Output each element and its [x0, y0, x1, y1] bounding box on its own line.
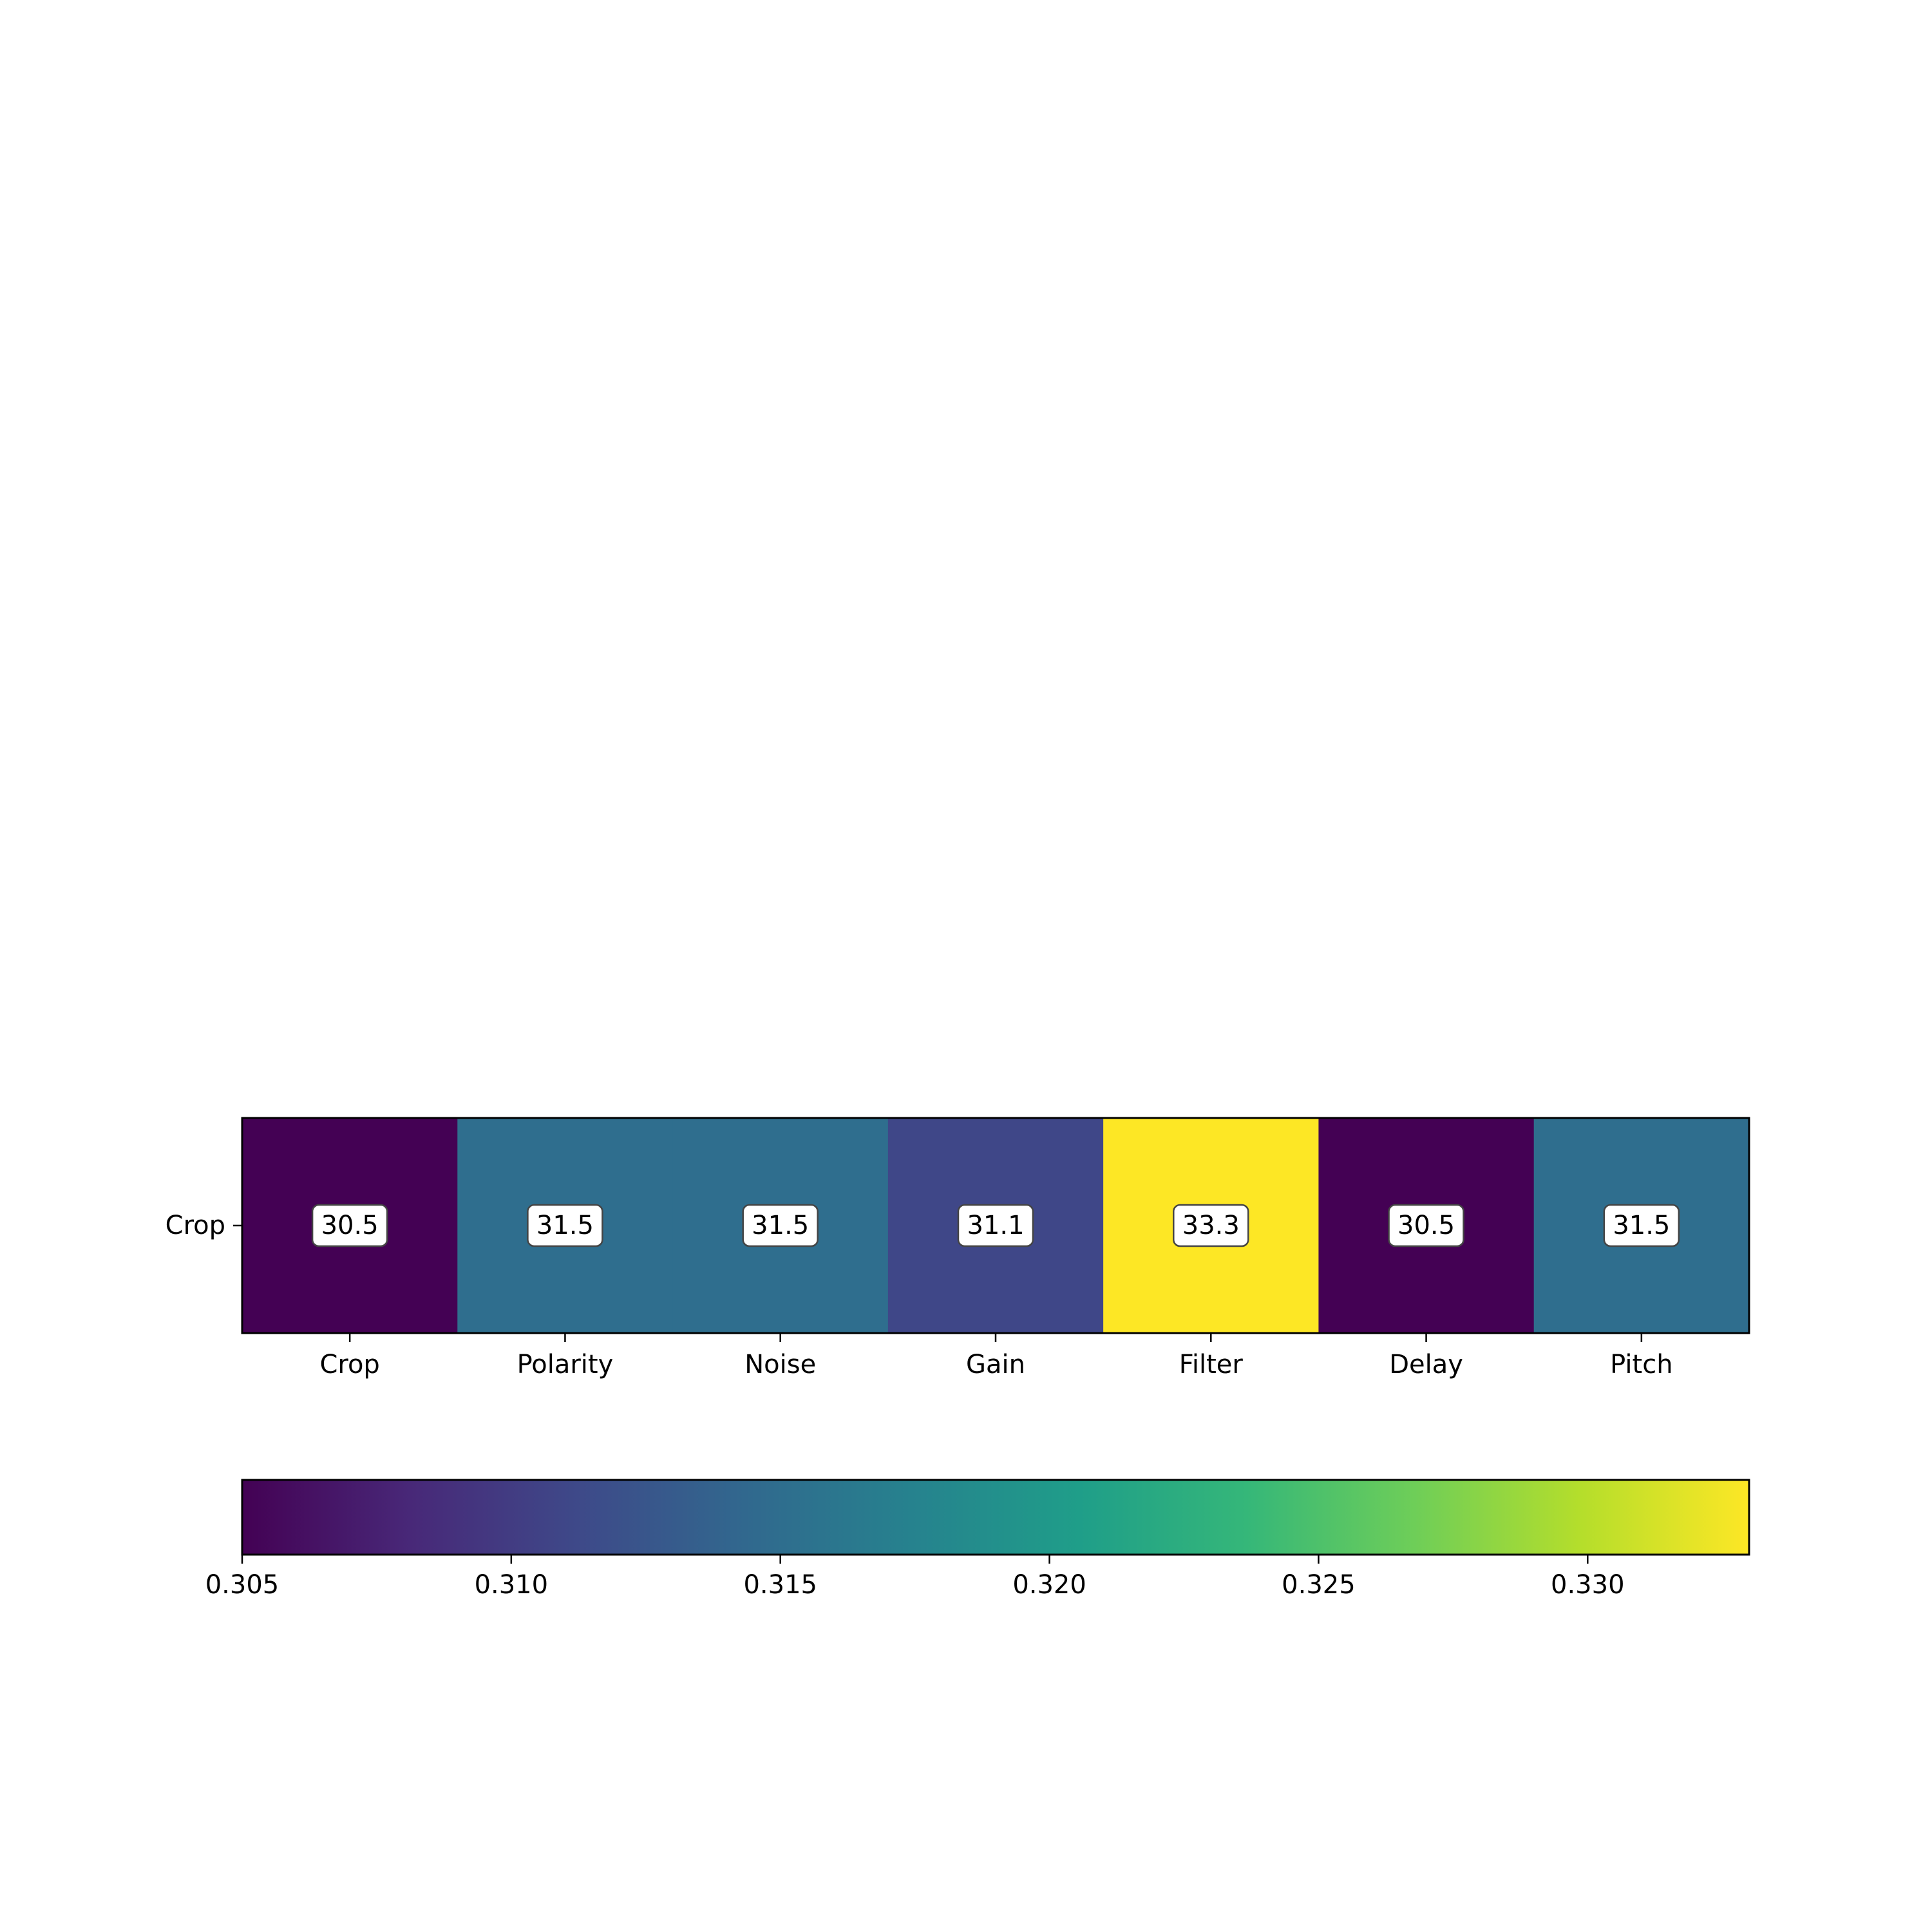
- colorbar-tick-label: 0.310: [475, 1570, 549, 1600]
- cell-label-text: 31.5: [536, 1211, 594, 1240]
- cell-label-box: [527, 1204, 603, 1247]
- colorbar-tick-label: 0.305: [205, 1570, 279, 1600]
- heatmap-cell-labels: 30.5 31.5 31.5 31.1 33.3 30.5 31.5: [311, 1204, 1680, 1247]
- cell-label-text: 33.3: [1182, 1211, 1240, 1240]
- colorbar-tick-label: 0.315: [743, 1570, 817, 1600]
- x-tick-label: Gain: [966, 1350, 1025, 1379]
- colorbar-tick-label: 0.320: [1012, 1570, 1086, 1600]
- colorbar: [241, 1479, 1750, 1556]
- cell-value-label: 31.5: [1603, 1204, 1680, 1247]
- colorbar-tick-label: 0.325: [1282, 1570, 1356, 1600]
- y-axis-ticks: Crop: [166, 1211, 242, 1240]
- cell-value-label: 30.5: [311, 1204, 388, 1247]
- cell-value-label: 30.5: [1388, 1204, 1464, 1247]
- cell-label-box: [957, 1204, 1034, 1247]
- x-axis-ticks: Crop Polarity Noise Gain Filter Delay Pitch: [319, 1333, 1673, 1379]
- cell-label-text: 31.1: [967, 1211, 1024, 1240]
- cell-value-label: 31.5: [742, 1204, 819, 1247]
- cell-label-text: 31.5: [1613, 1211, 1670, 1240]
- x-tick-label: Pitch: [1610, 1350, 1672, 1379]
- cell-label-text: 31.5: [752, 1211, 809, 1240]
- x-tick-label: Polarity: [517, 1350, 614, 1379]
- x-tick-label: Crop: [319, 1350, 379, 1379]
- cell-label-box: [1603, 1204, 1680, 1247]
- x-tick-label: Filter: [1179, 1350, 1244, 1379]
- x-tick-label: Noise: [744, 1350, 816, 1379]
- colorbar-tick-label: 0.330: [1551, 1570, 1625, 1600]
- cell-label-box: [1388, 1204, 1464, 1247]
- cell-label-text: 30.5: [321, 1211, 379, 1240]
- cell-label-text: 30.5: [1397, 1211, 1455, 1240]
- colorbar-ticks: 0.305 0.310 0.315 0.320 0.325 0.330: [205, 1555, 1625, 1600]
- cell-value-label: 33.3: [1173, 1204, 1249, 1247]
- cell-label-box: [311, 1204, 388, 1247]
- cell-label-box: [742, 1204, 819, 1247]
- x-tick-label: Delay: [1389, 1350, 1463, 1379]
- cell-label-box: [1173, 1204, 1249, 1247]
- cell-value-label: 31.1: [957, 1204, 1034, 1247]
- cell-value-label: 31.5: [527, 1204, 603, 1247]
- y-tick-label: Crop: [166, 1211, 225, 1240]
